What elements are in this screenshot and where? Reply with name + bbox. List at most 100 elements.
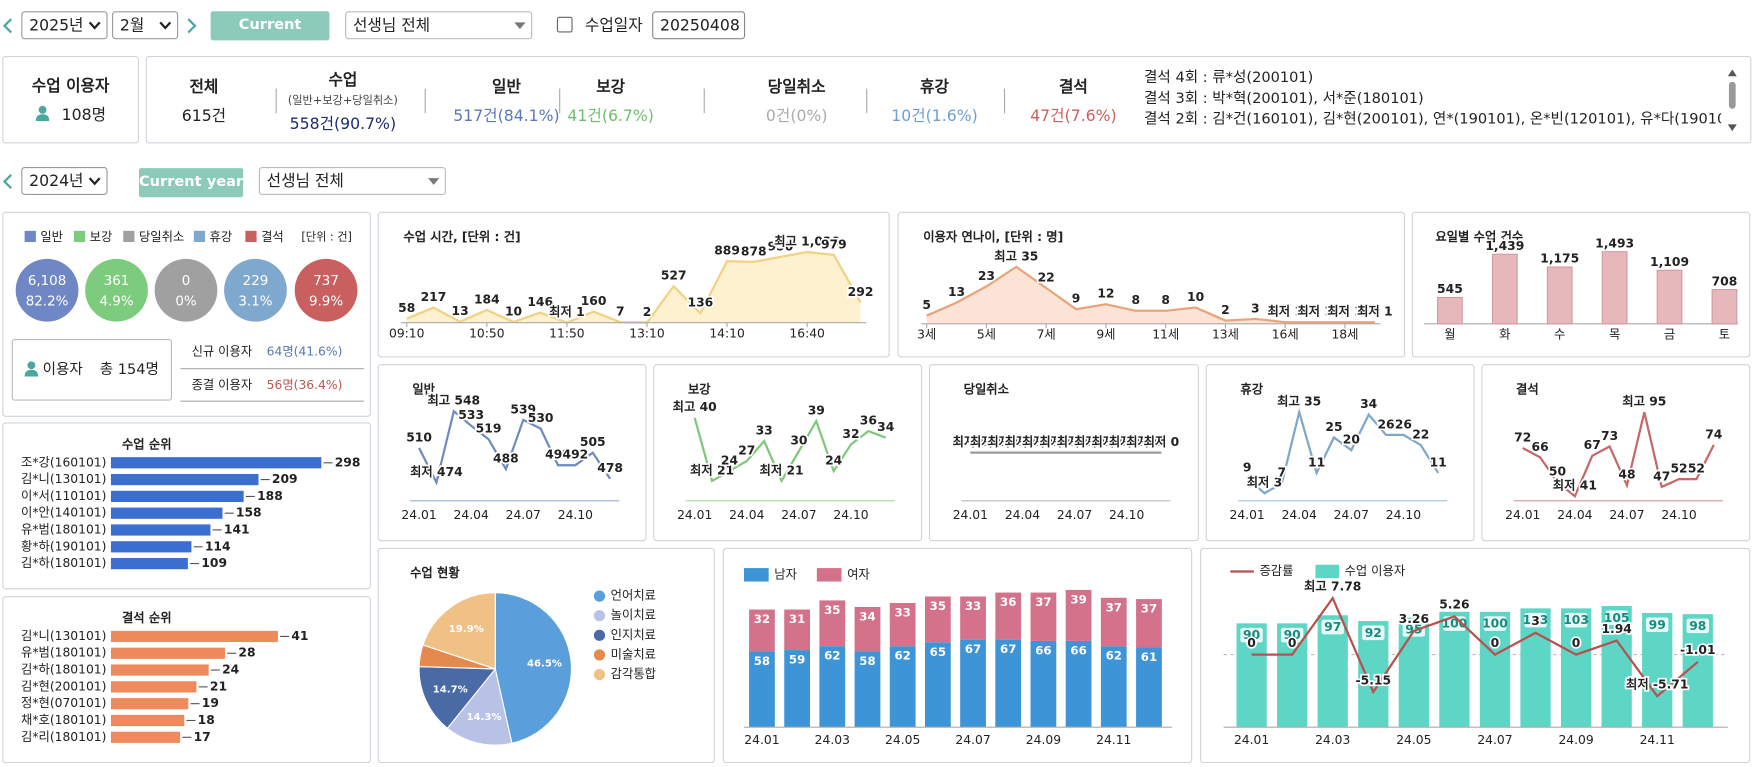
value-label: 33 — [756, 423, 773, 437]
x-tick-label: 24.11 — [1096, 733, 1131, 747]
value-label: 9 — [1072, 292, 1081, 306]
caret — [88, 21, 101, 30]
category-label: 김*하(180101) — [21, 663, 106, 677]
x-tick-label: 24.04 — [1282, 508, 1317, 522]
line-label: -5.15 — [1356, 673, 1392, 687]
x-tick-label: 24.10 — [1109, 508, 1144, 522]
legend-label: 미술치료 — [611, 647, 656, 661]
value-label: 12 — [1097, 287, 1114, 301]
value-label: 519 — [476, 422, 502, 436]
value-label: 95 — [1405, 622, 1422, 636]
next-month[interactable] — [186, 17, 197, 35]
value-label: 최저 0 — [1092, 434, 1128, 449]
chart-title: 요일별 수업 건수 — [1435, 229, 1523, 244]
legend-label: 여자 — [847, 567, 870, 581]
total-share: 82.2% — [26, 294, 69, 309]
value-label: 62 — [894, 649, 910, 663]
separator — [865, 88, 867, 114]
line — [1522, 412, 1715, 498]
select-text: 2월 — [119, 16, 145, 35]
bar-segment — [960, 639, 986, 728]
total-circle — [154, 258, 218, 322]
value-label: 20 — [1343, 433, 1360, 447]
bar-segment — [924, 642, 951, 728]
legend-label: 감각통합 — [611, 667, 656, 681]
month-select[interactable]: 2월 — [112, 11, 179, 40]
x-tick-label: 24.04 — [1005, 508, 1040, 522]
date-input[interactable]: 20250408 — [652, 11, 746, 40]
current-month-button[interactable]: Current month — [210, 11, 330, 63]
x-tick-label: 09:10 — [389, 326, 425, 340]
label-box — [1280, 627, 1304, 643]
bar — [110, 647, 225, 659]
value-label: 67 — [1000, 642, 1016, 656]
x-tick-label: 24.01 — [744, 733, 779, 747]
value-label: 28 — [238, 646, 255, 660]
value-label: 17 — [194, 730, 211, 744]
value-label: 9 — [1243, 460, 1252, 474]
line-label: 최저 -5.71 — [1626, 676, 1688, 691]
value-label: 66 — [1070, 644, 1086, 658]
value-label: 최고 35 — [1277, 394, 1321, 409]
x-tick-label: 금 — [1664, 328, 1675, 342]
x-tick-label: 24.09 — [1558, 733, 1593, 747]
current-year-button[interactable]: Current year — [138, 168, 244, 198]
label-box — [1605, 610, 1628, 626]
bar-segment — [1030, 592, 1057, 641]
x-tick-label: 24.05 — [885, 733, 920, 747]
category-label: 채*호(180101) — [21, 713, 106, 727]
value-label: 13 — [948, 285, 965, 299]
bar-segment — [854, 651, 881, 728]
pie-slice — [422, 592, 496, 670]
value-label: 22 — [1412, 427, 1429, 441]
label-box — [1321, 619, 1344, 635]
value-label: 최저 21 — [690, 462, 734, 477]
users-label: 수업 이용자 — [31, 77, 110, 96]
value-label: 25 — [1325, 420, 1342, 434]
x-tick-label: 24.01 — [401, 508, 436, 522]
prev-year[interactable] — [2, 173, 13, 191]
chart-title: 휴강 — [1240, 381, 1263, 396]
value-label: 545 — [1437, 282, 1463, 296]
year-select-2[interactable]: 2024년 — [21, 166, 108, 195]
line — [418, 409, 612, 486]
bar — [1711, 289, 1738, 325]
stat: 당일취소 0건(0%) — [766, 75, 828, 127]
chart-panel: 요일별 수업 건수 545 월 1,439 화 1,175 수 1,493 목 1,109 금 708… — [1411, 211, 1751, 358]
bar — [110, 457, 322, 469]
value-label: 58 — [754, 654, 770, 668]
value-label: 979 — [821, 237, 847, 251]
value-label: 100 — [1442, 617, 1468, 631]
value-label: 92 — [1365, 626, 1382, 640]
value-label: 52 — [1688, 462, 1705, 476]
bar — [1560, 608, 1592, 728]
teacher-select[interactable]: 선생님 전체 — [345, 11, 533, 40]
value-label: 최고 548 — [427, 393, 480, 408]
value-label: 103 — [1523, 613, 1549, 627]
x-tick-label: 24.01 — [1234, 733, 1269, 747]
value-label: 184 — [474, 292, 500, 306]
line-label: 5.26 — [1439, 598, 1469, 612]
date-checkbox[interactable] — [556, 16, 573, 33]
year-select[interactable]: 2025년 — [21, 11, 108, 40]
teacher-select-2[interactable]: 선생님 전체 — [258, 166, 446, 195]
stat-value: 10건(1.6%) — [891, 107, 978, 126]
bar-segment — [819, 600, 846, 647]
value-label: 최고 1,020 — [774, 233, 840, 248]
x-tick-label: 9세 — [1096, 328, 1115, 342]
x-tick-label: 화 — [1499, 328, 1510, 342]
total-circle — [15, 258, 79, 322]
value-label: 35 — [930, 599, 946, 613]
category-label: 김*니(130101) — [21, 472, 106, 486]
value-label: 최저 0 — [1022, 434, 1058, 449]
value-label: 33 — [965, 599, 981, 613]
scrollbar[interactable] — [1724, 68, 1740, 133]
prev-month[interactable] — [2, 17, 13, 35]
value-label: 72 — [1514, 430, 1531, 444]
bar — [110, 473, 259, 486]
bar-segment — [960, 596, 986, 640]
absence-note: 결석 3회 : 박*혁(200101), 서*준(180101) — [1144, 90, 1424, 108]
category-label: 이*서(110101) — [21, 489, 106, 503]
